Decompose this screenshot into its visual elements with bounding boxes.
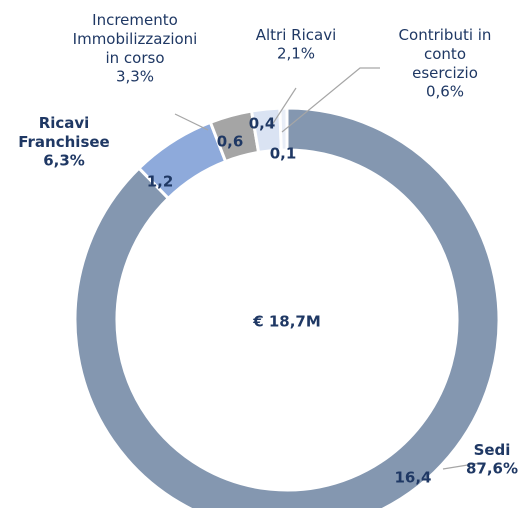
value-label: 0,4 bbox=[249, 115, 276, 133]
percent-label: 0,6% bbox=[426, 83, 464, 101]
percent-label: 87,6% bbox=[466, 460, 518, 478]
percent-label: 2,1% bbox=[277, 45, 315, 63]
leader-line bbox=[281, 67, 380, 133]
percent-label: 6,3% bbox=[43, 152, 85, 170]
value-label: 0,1 bbox=[270, 145, 297, 163]
center-total: € 18,7M bbox=[252, 313, 321, 331]
category-label: Incremento Immobilizzazioni in corso bbox=[73, 11, 198, 67]
value-label: 16,4 bbox=[394, 469, 431, 487]
leader-line bbox=[269, 87, 297, 129]
value-label: 1,2 bbox=[147, 173, 174, 191]
category-label: Contributi in conto esercizio bbox=[399, 26, 492, 82]
category-label: Sedi bbox=[474, 441, 511, 459]
value-label: 0,6 bbox=[217, 133, 244, 151]
category-label: Altri Ricavi bbox=[256, 26, 337, 44]
percent-label: 3,3% bbox=[116, 68, 154, 86]
category-label: Ricavi Franchisee bbox=[18, 114, 109, 151]
leader-line bbox=[174, 113, 209, 131]
donut-segment bbox=[73, 106, 501, 508]
leader-line bbox=[442, 462, 481, 470]
